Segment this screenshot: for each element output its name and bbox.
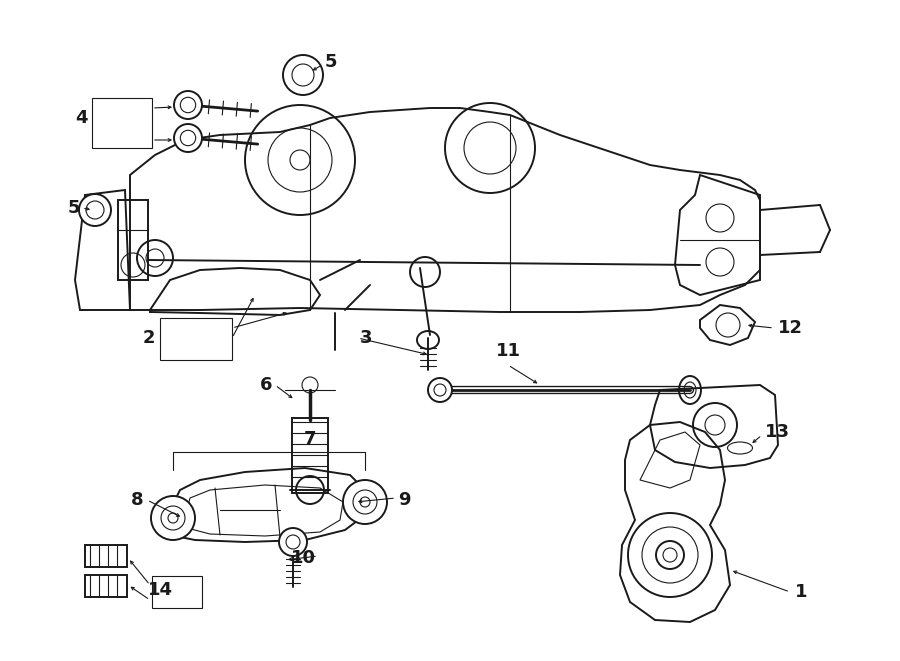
Circle shape (628, 513, 712, 597)
Circle shape (279, 528, 307, 556)
Text: 2: 2 (142, 329, 155, 347)
Text: 14: 14 (148, 581, 173, 599)
Circle shape (79, 194, 111, 226)
Text: 11: 11 (496, 342, 520, 360)
Circle shape (283, 55, 323, 95)
Text: 5: 5 (68, 199, 80, 217)
Text: 7: 7 (304, 430, 316, 448)
Bar (152, 576, 202, 608)
Bar (160, 318, 232, 360)
Text: 6: 6 (259, 376, 272, 394)
Bar (85, 575, 127, 597)
Text: 10: 10 (291, 549, 316, 567)
Text: 8: 8 (130, 491, 143, 509)
Text: 1: 1 (795, 583, 807, 601)
Bar (292, 418, 328, 493)
Text: 3: 3 (360, 329, 373, 347)
Text: 9: 9 (398, 491, 410, 509)
Bar (118, 200, 148, 280)
Bar (92, 98, 152, 148)
Circle shape (428, 378, 452, 402)
Circle shape (151, 496, 195, 540)
Text: 12: 12 (778, 319, 803, 337)
Circle shape (174, 124, 202, 152)
Circle shape (343, 480, 387, 524)
Text: 4: 4 (76, 109, 88, 127)
Circle shape (174, 91, 202, 119)
Bar (85, 545, 127, 567)
Text: 13: 13 (765, 423, 790, 441)
Text: 5: 5 (325, 53, 338, 71)
